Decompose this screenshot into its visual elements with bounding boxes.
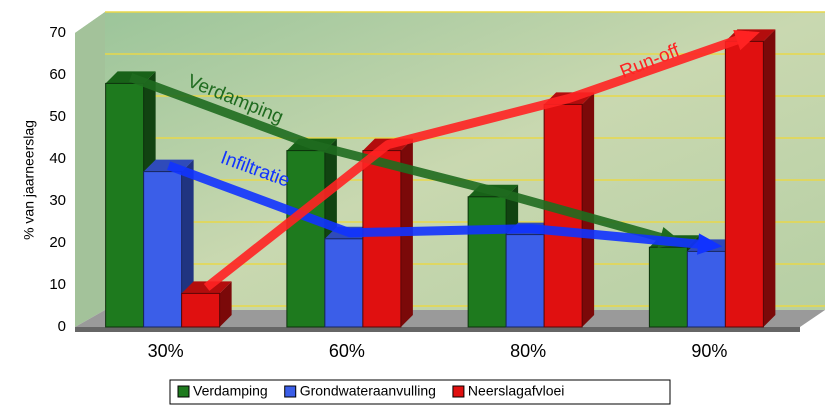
bar-front [105, 82, 145, 328]
bar [362, 138, 413, 328]
y-tick-label: 20 [49, 234, 66, 251]
legend-swatch [177, 385, 190, 398]
legend-label: Grondwateraanvulling [300, 383, 436, 399]
legend: Verdamping Grondwateraanvulling Neerslagaf… [169, 379, 671, 405]
bar-front [467, 196, 507, 328]
legend-box [169, 379, 671, 405]
arrow-head [733, 29, 760, 51]
y-tick-label: 70 [49, 24, 66, 41]
bar-front [724, 40, 764, 328]
bar-side [582, 92, 595, 328]
y-axis-label: % van jaarneerslag [21, 120, 37, 240]
y-tick-label: 30 [49, 192, 66, 209]
x-tick-label: 80% [510, 341, 546, 361]
x-tick-label: 30% [148, 341, 184, 361]
bar-front [505, 234, 545, 328]
bar [181, 281, 232, 328]
y-tick-label: 50 [49, 108, 66, 125]
bar-front [324, 238, 364, 328]
bar-front [362, 150, 402, 328]
y-tick-label: 10 [49, 276, 66, 293]
y-tick-label: 40 [49, 150, 66, 167]
y-tick-label: 60 [49, 66, 66, 83]
trend-arrow [129, 73, 676, 246]
floor-edge [75, 327, 800, 332]
bar [724, 29, 776, 328]
legend-swatch [284, 385, 297, 398]
bar-front [686, 250, 726, 328]
bar-side [219, 281, 232, 327]
side-wall [75, 12, 105, 327]
x-tick-label: 90% [691, 341, 727, 361]
legend-swatch [452, 385, 465, 398]
bar-front [143, 171, 183, 328]
bar [143, 159, 194, 328]
x-tick-label: 60% [329, 341, 365, 361]
bar-front [181, 292, 221, 328]
trend-arrow [167, 161, 713, 250]
trend-arrow [203, 31, 752, 291]
bar-side [763, 29, 776, 328]
bar-front [286, 150, 326, 328]
legend-label: Verdamping [193, 383, 268, 399]
y-tick-label: 0 [58, 318, 66, 335]
bar-front [648, 246, 688, 328]
legend-label: Neerslagafvloei [468, 383, 565, 399]
floor [75, 310, 825, 327]
arrow-head [697, 233, 723, 255]
